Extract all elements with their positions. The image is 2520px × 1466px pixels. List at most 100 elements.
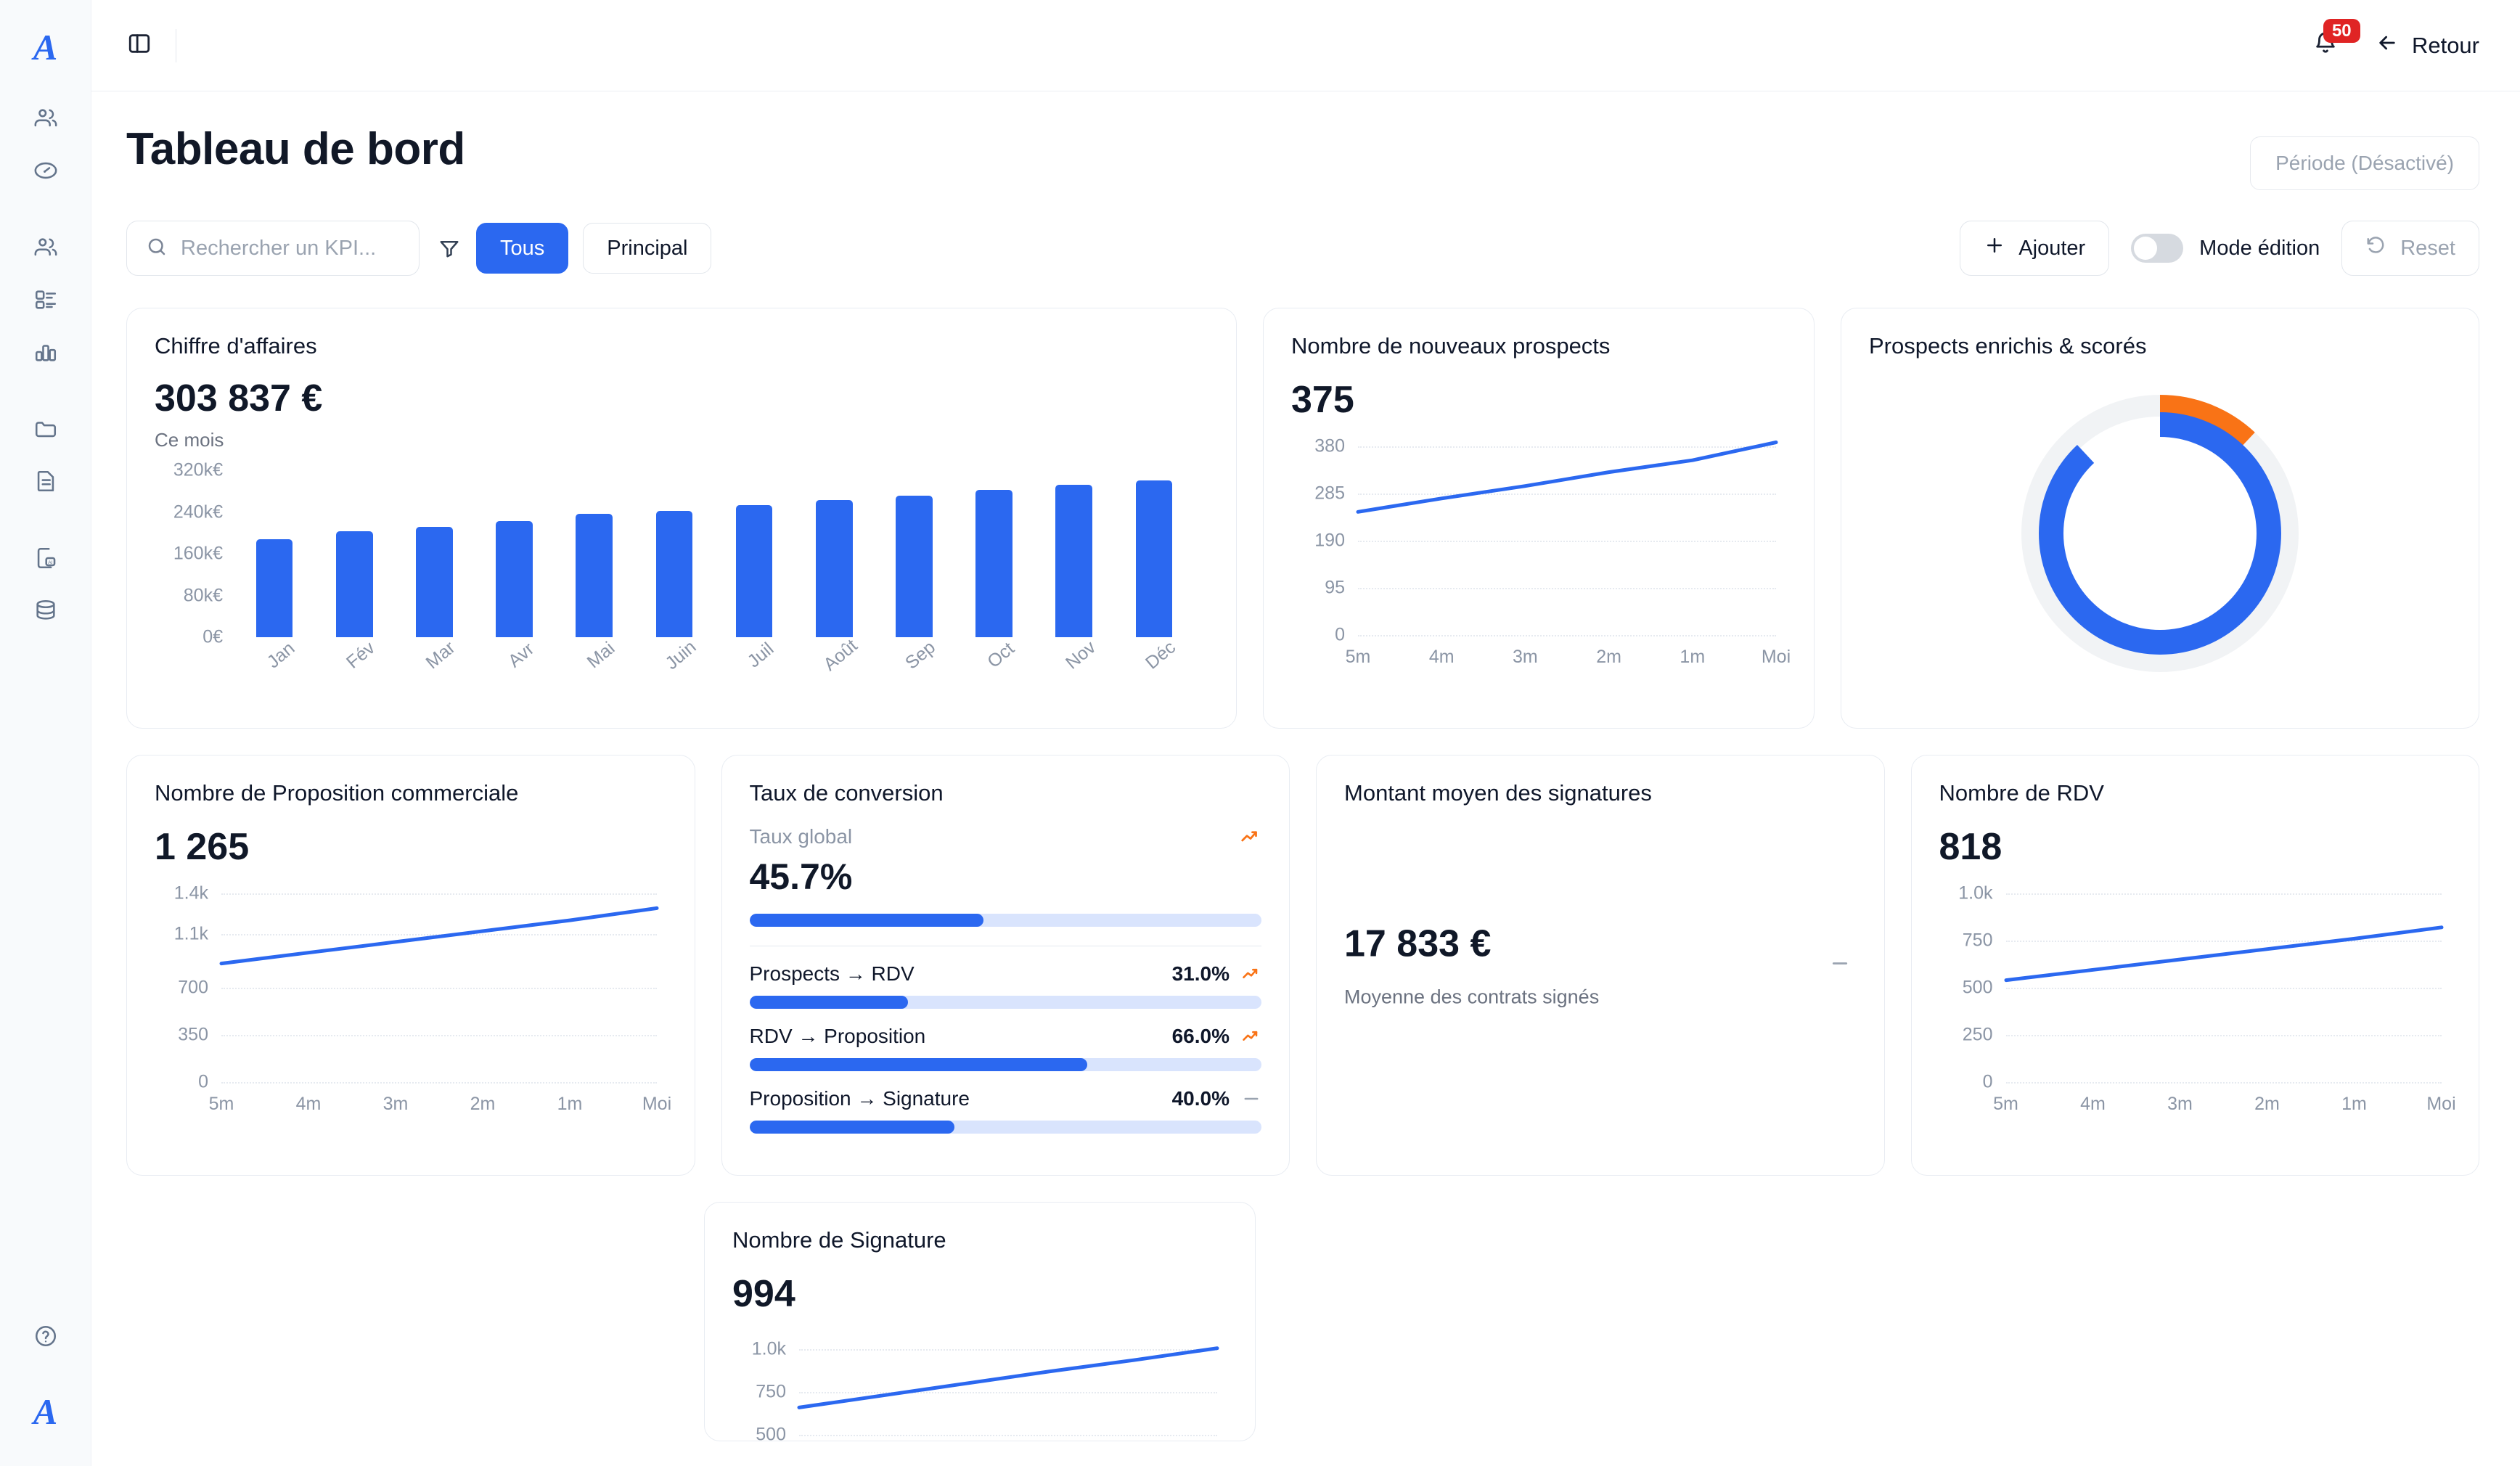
new-prospects-line-chart: 0 95 190 285 380 5m 4m 3m 2m 1m Moi [1291,435,1791,676]
bar [975,489,1012,637]
conversion-rows: Prospects → RDV 31.0% RDV → Proposition … [749,962,1261,1134]
edit-mode-switch[interactable] [2131,234,2184,263]
kpi-subtitle: Moyenne des contrats signés [1344,986,1600,1008]
notifications-button[interactable]: 50 [2307,18,2360,64]
sidebar-item-folders[interactable] [23,408,68,453]
sidebar-item-contacts[interactable] [23,226,68,271]
gridline [799,1348,1217,1351]
app-logo[interactable]: A [33,29,57,65]
back-button[interactable]: Retour [2376,31,2479,60]
edit-mode-toggle[interactable]: Mode édition [2131,234,2320,263]
card-chiffre-daffaires[interactable]: Chiffre d'affaires 303 837 € Ce mois 0€ 8… [126,308,1237,729]
reset-label: Reset [2400,236,2455,260]
card-title: Prospects enrichis & scorés [1869,333,2147,359]
card-title: Chiffre d'affaires [155,333,317,359]
reset-button[interactable]: Reset [2341,221,2479,276]
y-tick-label: 380 [1314,435,1345,456]
y-tick-label: 190 [1314,530,1345,551]
x-tick-label: Sep [901,636,940,673]
y-tick-label: 1.0k [1958,883,1993,904]
line-series [1356,441,1778,514]
sidebar-item-list[interactable] [23,279,68,324]
x-tick-label: 5m [208,1094,234,1114]
conversion-value: 66.0% [1171,1025,1230,1047]
card-montant-moyen[interactable]: Montant moyen des signatures 17 833 € Mo… [1316,755,1885,1176]
gridline [1358,494,1776,495]
gridline [799,1435,1217,1437]
gridline [221,1082,657,1084]
conversion-row: Prospects → RDV 31.0% [749,962,1261,1009]
bar-chart-icon [33,340,58,368]
x-tick-label: 2m [2254,1094,2280,1114]
line-series [797,1346,1219,1409]
gauge-icon [33,158,58,187]
card-nouveaux-prospects[interactable]: Nombre de nouveaux prospects 375 0 95 190 2… [1263,308,1815,729]
sidebar-item-analytics[interactable] [23,331,68,376]
x-tick-label: Juin [661,636,700,674]
y-tick-label: 750 [756,1381,786,1402]
y-tick-label: 350 [178,1024,208,1045]
period-button[interactable]: Période (Désactivé) [2250,136,2479,190]
gridline [1358,541,1776,542]
y-tick-label: 320k€ [173,459,223,480]
kpi-value: 994 [732,1273,795,1315]
x-tick-label: 3m [1513,647,1538,667]
sidebar-toggle-button[interactable] [120,27,158,65]
gridline [2005,1082,2442,1084]
search-input[interactable]: Rechercher un KPI... [126,221,420,276]
y-tick-label: 0 [1335,624,1345,645]
donut-slice-enrichis [2039,412,2281,655]
line-series [2004,925,2443,983]
global-rate-header: Taux global [750,825,1262,848]
card-nombre-de-rdv[interactable]: Nombre de RDV 818 0 250 500 750 1.0k 5m 4m 3m 2… [1910,755,2479,1176]
x-tick-label: 5m [1993,1094,2018,1114]
search-placeholder: Rechercher un KPI... [181,236,377,260]
x-tick-label: 2m [470,1094,496,1114]
app-logo-footer[interactable]: A [33,1393,57,1430]
sidebar-item-gauge[interactable] [23,150,68,194]
x-tick-label: Avr [504,639,538,672]
tab-principal[interactable]: Principal [583,223,712,274]
x-tick-label: 4m [2080,1094,2106,1114]
card-proposition-commerciale[interactable]: Nombre de Proposition commerciale 1 265 … [126,755,695,1176]
add-label: Ajouter [2018,236,2086,260]
bar [1055,485,1093,637]
sidebar-item-ai-documents[interactable]: AI [23,537,68,582]
add-button[interactable]: Ajouter [1960,221,2110,276]
topbar-left [120,27,176,65]
sidebar-nav: AI [0,97,91,634]
gridline [1358,635,1776,636]
kpi-row-3: Nombre de Signature 994 500 750 1.0k [126,1202,2479,1445]
toolbar: Rechercher un KPI... Tous Principal Ajou… [126,221,2479,276]
y-tick-label: 240k€ [173,501,223,522]
y-tick-label: 0€ [202,626,223,647]
x-tick-label: 1m [557,1094,583,1114]
x-tick-label: Mai [583,638,619,673]
main-area: 50 Retour Tableau de bord Période (Désac… [91,0,2520,1466]
sidebar: A [0,0,91,1466]
donut-track [2021,395,2299,672]
x-tick-label: 1m [2341,1094,2367,1114]
card-nombre-de-signature[interactable]: Nombre de Signature 994 500 750 1.0k [704,1202,1256,1445]
line-series [219,906,659,966]
filter-icon[interactable] [438,237,460,259]
arrow-left-icon [2376,31,2399,60]
conversion-name: Prospects → RDV [749,962,915,985]
kpi-value: 818 [1939,826,2002,868]
y-tick-label: 750 [1962,930,1993,951]
card-taux-de-conversion[interactable]: Taux de conversion Taux global 45.7% [721,755,1290,1176]
y-tick-label: 95 [1325,577,1345,598]
sidebar-item-users[interactable] [23,97,68,142]
sidebar-item-documents[interactable] [23,460,68,505]
sidebar-item-help[interactable] [23,1315,68,1360]
tab-tous[interactable]: Tous [476,223,569,274]
x-tick-label: Oct [983,638,1018,672]
ai-document-icon: AI [33,546,58,574]
toolbar-actions: Ajouter Mode édition Reset [1960,221,2479,276]
bar [655,511,693,637]
x-tick-label: Moi [642,1094,672,1114]
sidebar-item-database[interactable] [23,589,68,634]
bar [815,499,853,637]
kpi-value: 303 837 € [155,377,323,419]
card-prospects-enrichis[interactable]: Prospects enrichis & scorés [1841,308,2479,729]
